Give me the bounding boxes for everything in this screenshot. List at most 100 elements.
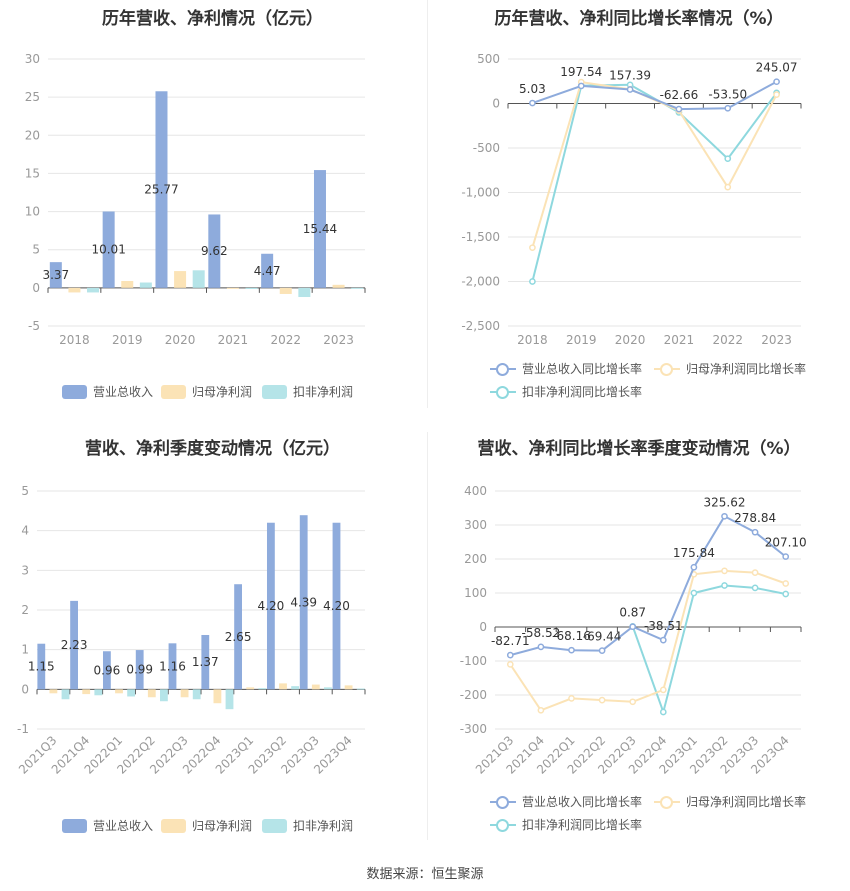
- legend-item[interactable]: 营业总收入同比增长率: [490, 793, 642, 810]
- data-label: 175.84: [673, 546, 715, 560]
- y-tick-label: 0: [479, 620, 487, 634]
- y-tick-label: 15: [25, 166, 40, 180]
- y-tick-label: 25: [25, 90, 40, 104]
- bar-revenue: [37, 643, 46, 690]
- series-point-1: [724, 183, 732, 191]
- series-point-2: [782, 590, 790, 598]
- legend-item[interactable]: 营业总收入同比增长率: [490, 360, 642, 377]
- y-tick-label: 3: [21, 563, 29, 577]
- y-tick-label: -1: [17, 722, 29, 736]
- bar-revenue: [70, 600, 78, 690]
- bar-revenue: [201, 634, 210, 690]
- bar-revenue: [102, 651, 111, 690]
- data-label: -62.66: [660, 88, 699, 102]
- data-label: 0.87: [619, 606, 646, 620]
- legend-swatch: [62, 818, 87, 833]
- legend-item[interactable]: 归母净利润同比增长率: [654, 793, 806, 810]
- series-point-0: [751, 528, 759, 536]
- y-tick-label: 20: [25, 128, 40, 142]
- series-point-0: [724, 104, 732, 112]
- y-tick-label: 200: [464, 552, 487, 566]
- bar-deducted-profit: [61, 689, 70, 700]
- legend-swatch: [161, 818, 186, 833]
- bar-revenue: [135, 650, 144, 690]
- panel-quarterly-growth: 营收、净利同比增长率季度变动情况（%） -300 -200 -100 0 100 200 3…: [428, 425, 850, 855]
- series-point-1: [751, 569, 759, 576]
- bar-revenue: [332, 522, 341, 690]
- series-line-0: [510, 514, 787, 657]
- legend-label: 营业总收入: [93, 385, 154, 399]
- legend-label: 营业总收入同比增长率: [522, 362, 643, 376]
- legend-item[interactable]: 归母净利润同比增长率: [654, 360, 806, 377]
- bar-deducted-profit: [87, 287, 100, 293]
- series-point-0: [537, 643, 545, 651]
- y-tick-label: 0: [21, 682, 29, 696]
- series-point-0: [506, 651, 514, 659]
- legend-label: 营业总收入同比增长率: [522, 795, 643, 809]
- series-point-0: [568, 646, 575, 654]
- bar-net-profit: [332, 284, 345, 288]
- y-tick-label: 10: [25, 205, 40, 219]
- y-tick-label: 30: [25, 52, 40, 66]
- y-tick-label: -1,000: [461, 186, 500, 200]
- bar-net-profit: [344, 685, 353, 690]
- data-label: 10.01: [91, 243, 125, 257]
- quarterly-bar-chart: -10123452021Q32021Q42022Q12022Q22022Q320…: [16, 484, 366, 777]
- data-label: -38.51: [644, 619, 683, 633]
- series-point-1: [598, 696, 606, 704]
- legend-line-marker: [654, 362, 680, 376]
- legend-item[interactable]: 扣非净利润同比增长率: [490, 383, 642, 400]
- data-label: 245.07: [756, 61, 798, 75]
- legend-item[interactable]: 扣非净利润: [262, 817, 353, 834]
- data-label: 0.96: [94, 663, 121, 677]
- legend-item[interactable]: 营业总收入: [62, 817, 153, 834]
- series-point-2: [721, 582, 728, 589]
- legend-item[interactable]: 归母净利润: [161, 817, 252, 834]
- bar-deducted-profit: [192, 689, 201, 700]
- chart-title: 营收、净利季度变动情况（亿元）: [85, 439, 340, 459]
- legend-label: 扣非净利润同比增长率: [522, 385, 643, 399]
- y-tick-label: 400: [464, 484, 487, 498]
- legend-label: 扣非净利润: [293, 385, 354, 399]
- bar-deducted-profit: [127, 689, 136, 697]
- y-tick-label: 2: [21, 603, 29, 617]
- annual-bar-chart: -5 0 5 10 15 20 25 30 2018 2019 2020 2021 2022 2023 3.…: [25, 52, 366, 347]
- data-label: 325.62: [704, 495, 746, 509]
- series-point-2: [529, 278, 536, 285]
- y-tick-label: 1: [21, 643, 29, 657]
- bar-revenue: [261, 253, 274, 288]
- y-tick-label: 0: [492, 97, 500, 111]
- series-point-1: [721, 567, 728, 575]
- y-tick-label: 100: [464, 586, 487, 600]
- legend-label: 营业总收入: [93, 819, 154, 833]
- data-source: 数据来源：恒生聚源: [366, 867, 484, 882]
- y-tick-label: -500: [473, 141, 500, 155]
- legend-item[interactable]: 扣非净利润: [262, 383, 353, 400]
- legend-item[interactable]: 扣非净利润同比增长率: [490, 816, 642, 833]
- legend-label: 扣非净利润: [293, 819, 354, 833]
- y-tick-label: -100: [460, 654, 487, 668]
- data-label: 197.54: [560, 65, 602, 79]
- y-tick-label: 5: [32, 243, 40, 257]
- panel-quarterly-revenue-profit: 营收、净利季度变动情况（亿元） -1 0 1 2 3 4 5 2021Q3 2021Q4 2022…: [0, 425, 425, 855]
- data-label: 4.39: [290, 595, 317, 609]
- bar-deducted-profit: [245, 287, 258, 290]
- legend-item[interactable]: 归母净利润: [161, 383, 252, 400]
- data-label: -69.44: [583, 630, 622, 644]
- x-tick-label: 2021: [218, 333, 249, 347]
- panel-annual-revenue-profit: 历年营收、净利情况（亿元） -5 0 5 10 15 20 25 30 2018 2019 2020…: [0, 0, 425, 410]
- bar-net-profit: [246, 687, 255, 690]
- series-point-2: [690, 589, 698, 597]
- data-label: 278.84: [734, 511, 776, 525]
- bar-deducted-profit: [258, 688, 267, 690]
- data-label: 4.20: [323, 599, 350, 613]
- data-label: 25.77: [144, 183, 178, 197]
- series-point-1: [568, 695, 575, 702]
- bar-net-profit: [279, 683, 287, 690]
- data-label: 0.99: [126, 663, 153, 677]
- data-label: 3.37: [42, 268, 69, 282]
- data-label: 5.03: [519, 82, 546, 96]
- legend-item[interactable]: 营业总收入: [62, 383, 153, 400]
- legend-swatch: [262, 818, 287, 833]
- y-tick-label: -300: [460, 722, 487, 736]
